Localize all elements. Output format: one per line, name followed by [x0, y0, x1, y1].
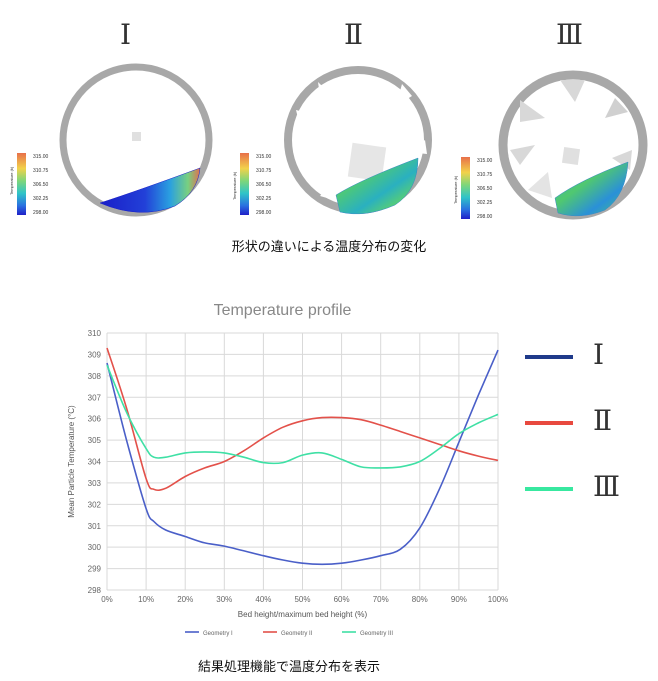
big-legend: Ⅰ Ⅱ Ⅲ	[525, 338, 645, 508]
legend-label-geometry-2: Geometry II	[281, 631, 313, 637]
colorbar-tick: 315.00	[477, 158, 493, 164]
y-axis-label: Mean Particle Temperature (°C)	[67, 405, 76, 518]
colorbar-tick: 306.50	[477, 186, 493, 192]
legend-label-3: Ⅲ	[593, 470, 621, 503]
y-tick-label: 310	[88, 329, 102, 338]
big-legend-item-1: Ⅰ	[525, 338, 645, 378]
legend-line-1	[525, 355, 573, 359]
colorbar-tick: 306.50	[33, 182, 49, 188]
legend-label-geometry-3: Geometry III	[360, 631, 393, 637]
geometry-label-2: Ⅱ	[344, 18, 364, 51]
drum-geometry-2	[284, 66, 432, 215]
y-tick-label: 303	[88, 479, 102, 488]
legend-line-2	[525, 421, 573, 425]
figure-caption-top: 形状の違いによる温度分布の変化	[231, 240, 427, 255]
temperature-profile-chart: Temperature profile 0% 10% 20% 30% 40% 50% 60% 7…	[67, 302, 508, 637]
x-tick-label: 70%	[373, 595, 389, 604]
colorbar-1: 315.00 310.75 306.50 302.25 298.00 Tempe…	[9, 153, 49, 216]
x-tick-label: 40%	[255, 595, 271, 604]
colorbar-tick: 302.25	[33, 196, 49, 202]
y-tick-label: 302	[88, 500, 102, 509]
x-tick-label: 60%	[334, 595, 350, 604]
colorbar-tick: 310.75	[477, 172, 493, 178]
y-tick-label: 309	[88, 350, 102, 359]
y-tick-label: 304	[88, 458, 102, 467]
colorbar-tick: 298.00	[477, 214, 493, 220]
colorbar-title: Temperature (k)	[453, 175, 458, 204]
colorbar-tick: 298.00	[33, 210, 49, 216]
x-tick-label: 10%	[138, 595, 154, 604]
series-line-geometry-2	[106, 347, 499, 492]
colorbar-tick: 310.75	[256, 168, 272, 174]
y-tick-label: 300	[88, 543, 102, 552]
colorbar-3: 315.00 310.75 306.50 302.25 298.00 Tempe…	[453, 157, 493, 220]
y-tick-label: 298	[88, 586, 102, 595]
x-axis-label: Bed height/maximum bed height (%)	[238, 610, 368, 619]
y-tick-label: 307	[88, 393, 102, 402]
colorbar-tick: 306.50	[256, 182, 272, 188]
geometry-label-3: Ⅲ	[556, 18, 584, 51]
drum-geometry-1	[59, 63, 213, 217]
x-tick-label: 100%	[488, 595, 508, 604]
big-legend-item-3: Ⅲ	[525, 470, 645, 510]
legend-label-geometry-1: Geometry I	[203, 631, 233, 637]
x-tick-label: 80%	[412, 595, 428, 604]
geometry-illustrations: 315.00 310.75 306.50 302.25 298.00 Tempe…	[9, 63, 648, 220]
colorbar-tick: 315.00	[33, 154, 49, 160]
colorbar-tick: 302.25	[256, 196, 272, 202]
series-line-geometry-3	[106, 364, 499, 469]
chart-title: Temperature profile	[214, 302, 352, 319]
legend-label-1: Ⅰ	[593, 338, 605, 371]
colorbar-tick: 310.75	[33, 168, 49, 174]
x-tick-label: 90%	[451, 595, 467, 604]
x-tick-label: 0%	[101, 595, 113, 604]
drum-geometry-3	[498, 70, 648, 220]
y-tick-label: 299	[88, 565, 102, 574]
colorbar-2: 315.00 310.75 306.50 302.25 298.00 Tempe…	[232, 153, 272, 216]
legend-label-2: Ⅱ	[593, 404, 613, 437]
series-line-geometry-1	[106, 349, 499, 566]
x-tick-label: 20%	[177, 595, 193, 604]
colorbar-tick: 302.25	[477, 200, 493, 206]
figure-caption-bottom: 結果処理機能で温度分布を表示	[197, 660, 380, 675]
colorbar-tick: 298.00	[256, 210, 272, 216]
colorbar-title: Temperature (k)	[232, 171, 237, 200]
x-tick-label: 30%	[216, 595, 232, 604]
geometry-label-1: Ⅰ	[120, 18, 132, 51]
colorbar-tick: 315.00	[256, 154, 272, 160]
y-tick-label: 308	[88, 372, 102, 381]
y-tick-label: 306	[88, 415, 102, 424]
colorbar-title: Temperature (k)	[9, 166, 14, 195]
y-tick-label: 305	[88, 436, 102, 445]
geometry-figure: Ⅰ Ⅱ Ⅲ	[0, 0, 658, 262]
legend-line-3	[525, 487, 573, 491]
big-legend-item-2: Ⅱ	[525, 404, 645, 444]
y-tick-label: 301	[88, 522, 102, 531]
x-tick-label: 50%	[294, 595, 310, 604]
